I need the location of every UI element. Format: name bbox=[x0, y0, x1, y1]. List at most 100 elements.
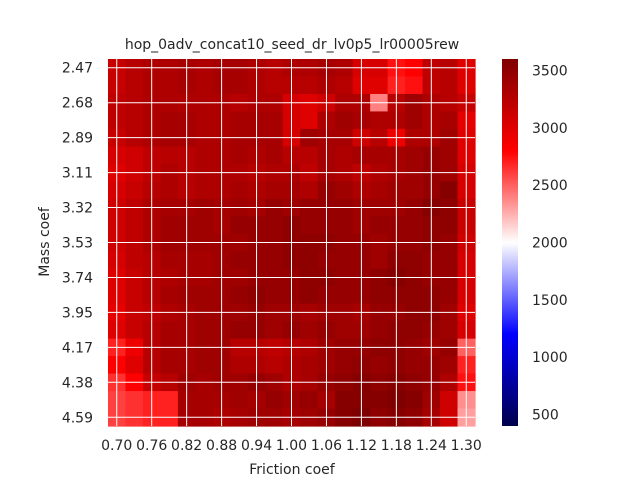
heatmap-cell bbox=[230, 111, 249, 130]
x-tick-label: 1.18 bbox=[381, 438, 412, 454]
heatmap-cell bbox=[160, 321, 179, 340]
heatmap-cell bbox=[230, 181, 249, 200]
heatmap-cell bbox=[300, 216, 319, 235]
heatmap-cell bbox=[230, 216, 249, 235]
heatmap-cell bbox=[440, 146, 459, 165]
y-tick-label: 3.11 bbox=[62, 166, 93, 182]
heatmap-cell bbox=[195, 356, 214, 375]
x-axis-label: Friction coef bbox=[249, 462, 336, 478]
heatmap-cell bbox=[335, 111, 354, 130]
heatmap-cell bbox=[405, 286, 424, 305]
heatmap-cell bbox=[405, 321, 424, 340]
y-tick-label: 2.47 bbox=[62, 61, 93, 77]
heatmap-cell bbox=[265, 286, 284, 305]
heatmap-cell bbox=[195, 216, 214, 235]
x-tick-label: 0.94 bbox=[241, 438, 272, 454]
heatmap-cell bbox=[160, 391, 179, 410]
heatmap-cell bbox=[265, 76, 284, 95]
y-tick-label: 3.32 bbox=[62, 201, 93, 217]
heatmap-cell bbox=[125, 146, 144, 165]
heatmap-cell bbox=[405, 216, 424, 235]
x-tick-label: 0.76 bbox=[136, 438, 167, 454]
heatmap-cell bbox=[440, 216, 459, 235]
heatmap-cell bbox=[195, 321, 214, 340]
heatmap-cell bbox=[265, 181, 284, 200]
heatmap-cell bbox=[405, 181, 424, 200]
heatmap-cell bbox=[230, 251, 249, 270]
heatmap-cell bbox=[440, 391, 459, 410]
heatmap-cell bbox=[370, 251, 389, 270]
colorbar-tick-label: 500 bbox=[532, 408, 559, 424]
gridlines bbox=[108, 59, 475, 426]
heatmap-cell bbox=[370, 181, 389, 200]
heatmap-cell bbox=[230, 321, 249, 340]
heatmap-cell bbox=[335, 251, 354, 270]
heatmap-cell bbox=[300, 286, 319, 305]
heatmap-cell bbox=[265, 356, 284, 375]
heatmap-cell bbox=[195, 181, 214, 200]
heatmap-cell bbox=[405, 111, 424, 130]
heatmap-cell bbox=[300, 181, 319, 200]
x-tick-labels: 0.70 0.76 0.82 0.88 0.94 1.00 1.06 1.12 1.18 1.24… bbox=[101, 438, 482, 454]
colorbar-tick-labels: 500 1000 1500 2000 2500 3000 3500 bbox=[532, 63, 568, 423]
heatmap-cell bbox=[300, 391, 319, 410]
heatmap-cell bbox=[125, 76, 144, 95]
heatmap-cell bbox=[335, 216, 354, 235]
x-tick-label: 0.82 bbox=[171, 438, 202, 454]
heatmap-cell bbox=[440, 251, 459, 270]
chart-title: hop_0adv_concat10_seed_dr_lv0p5_lr00005r… bbox=[125, 37, 459, 53]
x-tick-label: 1.24 bbox=[416, 438, 447, 454]
heatmap-cell bbox=[300, 356, 319, 375]
heatmap-cell bbox=[370, 356, 389, 375]
y-tick-label: 3.95 bbox=[62, 305, 93, 321]
heatmap-cell bbox=[125, 356, 144, 375]
colorbar bbox=[502, 59, 518, 426]
heatmap-cell bbox=[195, 76, 214, 95]
colorbar-tick-label: 3500 bbox=[532, 63, 568, 79]
heatmap-cell bbox=[265, 111, 284, 130]
heatmap-cell bbox=[265, 251, 284, 270]
heatmap-cell bbox=[370, 216, 389, 235]
colorbar-tick-label: 3000 bbox=[532, 121, 568, 137]
heatmap-cell bbox=[300, 76, 319, 95]
heatmap-cell bbox=[370, 286, 389, 305]
heatmap-cell bbox=[405, 391, 424, 410]
heatmap-cell bbox=[405, 76, 424, 95]
heatmap-cell bbox=[125, 111, 144, 130]
heatmap-cell bbox=[125, 321, 144, 340]
heatmap-cell bbox=[440, 321, 459, 340]
heatmap-cell bbox=[160, 216, 179, 235]
colorbar-tick-label: 2000 bbox=[532, 236, 568, 252]
y-axis-label: Mass coef bbox=[37, 206, 53, 277]
heatmap-cell bbox=[125, 251, 144, 270]
heatmap-cell bbox=[160, 146, 179, 165]
heatmap-cell bbox=[230, 146, 249, 165]
x-tick-label: 1.30 bbox=[451, 438, 482, 454]
heatmap-cell bbox=[370, 391, 389, 410]
heatmap-cell bbox=[370, 321, 389, 340]
colorbar-tick-label: 2500 bbox=[532, 178, 568, 194]
heatmap-cell bbox=[160, 356, 179, 375]
heatmap-cell bbox=[265, 146, 284, 165]
heatmap-cell bbox=[335, 391, 354, 410]
heatmap-cell bbox=[440, 356, 459, 375]
heatmap-cell bbox=[160, 286, 179, 305]
heatmap-cell bbox=[160, 76, 179, 95]
y-tick-label: 3.74 bbox=[62, 270, 93, 286]
x-tick-label: 1.00 bbox=[276, 438, 307, 454]
x-tick-label: 1.06 bbox=[311, 438, 342, 454]
heatmap-cell bbox=[370, 76, 389, 95]
y-tick-label: 2.68 bbox=[62, 96, 93, 112]
heatmap-cell bbox=[440, 181, 459, 200]
heatmap-cell bbox=[195, 391, 214, 410]
heatmap-cell bbox=[300, 146, 319, 165]
heatmap-cell bbox=[440, 111, 459, 130]
heatmap-cell bbox=[335, 146, 354, 165]
y-tick-label: 3.53 bbox=[62, 236, 93, 252]
heatmap-cell bbox=[125, 391, 144, 410]
colorbar-tick-label: 1000 bbox=[532, 350, 568, 366]
heatmap-cell bbox=[195, 111, 214, 130]
heatmap-cell bbox=[335, 356, 354, 375]
heatmap-cell bbox=[265, 321, 284, 340]
y-tick-label: 4.17 bbox=[62, 340, 93, 356]
